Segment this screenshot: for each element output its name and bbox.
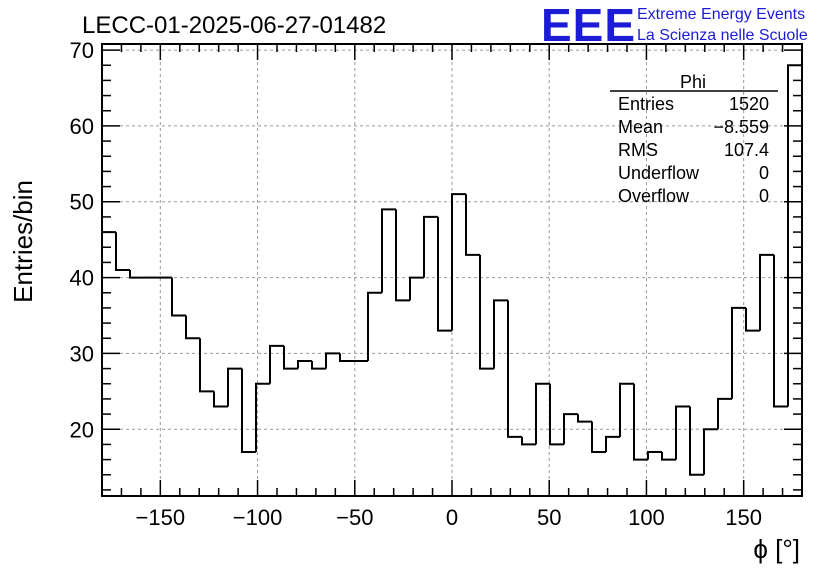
histogram-bin bbox=[101, 231, 116, 496]
x-tick-label: 50 bbox=[537, 505, 561, 530]
histogram-bin bbox=[717, 397, 732, 430]
histogram-bin bbox=[283, 345, 298, 370]
histogram-bin bbox=[731, 306, 746, 399]
stats-label: Overflow bbox=[618, 186, 690, 206]
histogram-bin bbox=[171, 277, 186, 317]
histogram-bin bbox=[563, 413, 578, 445]
stats-box: Phi Entries 1520 Mean −8.559 RMS 107.4 Underfl… bbox=[610, 72, 778, 206]
y-tick-label: 20 bbox=[70, 417, 94, 442]
stats-label: RMS bbox=[618, 140, 658, 160]
histogram-bin bbox=[591, 421, 606, 454]
y-axis-title: Entries/bin bbox=[8, 180, 38, 303]
stats-name: Phi bbox=[680, 72, 706, 92]
histogram-bin bbox=[577, 414, 592, 423]
histogram-bin bbox=[269, 344, 284, 384]
histogram-bin bbox=[535, 382, 550, 445]
eee-logo: EEE Extreme Energy Events La Scienza nel… bbox=[541, 0, 808, 51]
histogram-bin bbox=[297, 360, 312, 369]
histogram-bin bbox=[479, 254, 494, 370]
stats-value: 0 bbox=[759, 163, 769, 183]
stats-value: −8.559 bbox=[713, 117, 769, 137]
y-tick-label: 50 bbox=[70, 190, 94, 215]
histogram-bin bbox=[675, 405, 690, 460]
histogram-bin bbox=[311, 361, 326, 370]
x-tick-labels: −150 −100 −50 0 50 100 150 bbox=[136, 505, 762, 530]
histogram-bin bbox=[185, 315, 200, 340]
histogram-bin bbox=[549, 383, 564, 446]
histogram-bin bbox=[493, 299, 508, 369]
x-tick-label: 150 bbox=[725, 505, 762, 530]
histogram-bin bbox=[605, 435, 620, 453]
histogram-bin bbox=[129, 270, 144, 279]
histogram-bin bbox=[241, 368, 256, 454]
histogram-bin bbox=[759, 253, 774, 331]
histogram-bin bbox=[787, 64, 802, 407]
logo-text: EEE bbox=[541, 0, 636, 51]
histogram-bin bbox=[619, 382, 634, 437]
stats-label: Underflow bbox=[618, 163, 700, 183]
y-tick-label: 30 bbox=[70, 341, 94, 366]
y-tick-label: 70 bbox=[70, 38, 94, 63]
x-tick-label: −150 bbox=[136, 505, 186, 530]
histogram-bin bbox=[339, 353, 354, 363]
stats-label: Entries bbox=[618, 94, 674, 114]
histogram-bin bbox=[689, 406, 704, 476]
histogram-bin bbox=[661, 452, 676, 461]
chart-title: LECC-01-2025-06-27-01482 bbox=[82, 12, 386, 39]
stats-value: 107.4 bbox=[724, 140, 769, 160]
histogram-bin bbox=[507, 300, 522, 438]
histogram-bin bbox=[703, 428, 718, 475]
histogram-bin bbox=[199, 338, 214, 393]
x-tick-label: 0 bbox=[446, 505, 458, 530]
histogram-bin bbox=[437, 216, 452, 332]
x-axis-title: ϕ [°] bbox=[753, 534, 800, 564]
y-tick-label: 40 bbox=[70, 266, 94, 291]
histogram-bin bbox=[521, 436, 536, 446]
histogram-bin bbox=[647, 451, 662, 460]
histogram-bin bbox=[465, 194, 480, 256]
y-tick-labels: 20 30 40 50 60 70 bbox=[70, 38, 94, 442]
histogram-bin bbox=[633, 383, 648, 461]
histogram-bin bbox=[395, 209, 410, 302]
histogram-bin bbox=[381, 208, 396, 293]
logo-line-1: Extreme Energy Events bbox=[637, 6, 805, 23]
stats-label: Mean bbox=[618, 117, 663, 137]
histogram-bin bbox=[367, 291, 382, 362]
histogram-bin bbox=[409, 276, 424, 301]
histogram-bin bbox=[325, 352, 340, 369]
x-tick-label: 100 bbox=[628, 505, 665, 530]
histogram-bin bbox=[255, 382, 270, 453]
histogram-bin bbox=[451, 193, 466, 331]
x-tick-label: −100 bbox=[233, 505, 283, 530]
histogram-bin bbox=[115, 232, 130, 271]
axes bbox=[101, 43, 803, 497]
stats-value: 1520 bbox=[729, 94, 769, 114]
histogram-bin bbox=[213, 391, 228, 408]
histogram-bin bbox=[423, 215, 438, 278]
histogram-bin bbox=[745, 307, 760, 332]
y-tick-label: 60 bbox=[70, 114, 94, 139]
stats-value: 0 bbox=[759, 186, 769, 206]
histogram-bin bbox=[227, 367, 242, 407]
x-tick-label: −50 bbox=[336, 505, 373, 530]
histogram-bin bbox=[773, 254, 788, 408]
logo-line-2: La Scienza nelle Scuole bbox=[637, 27, 808, 44]
